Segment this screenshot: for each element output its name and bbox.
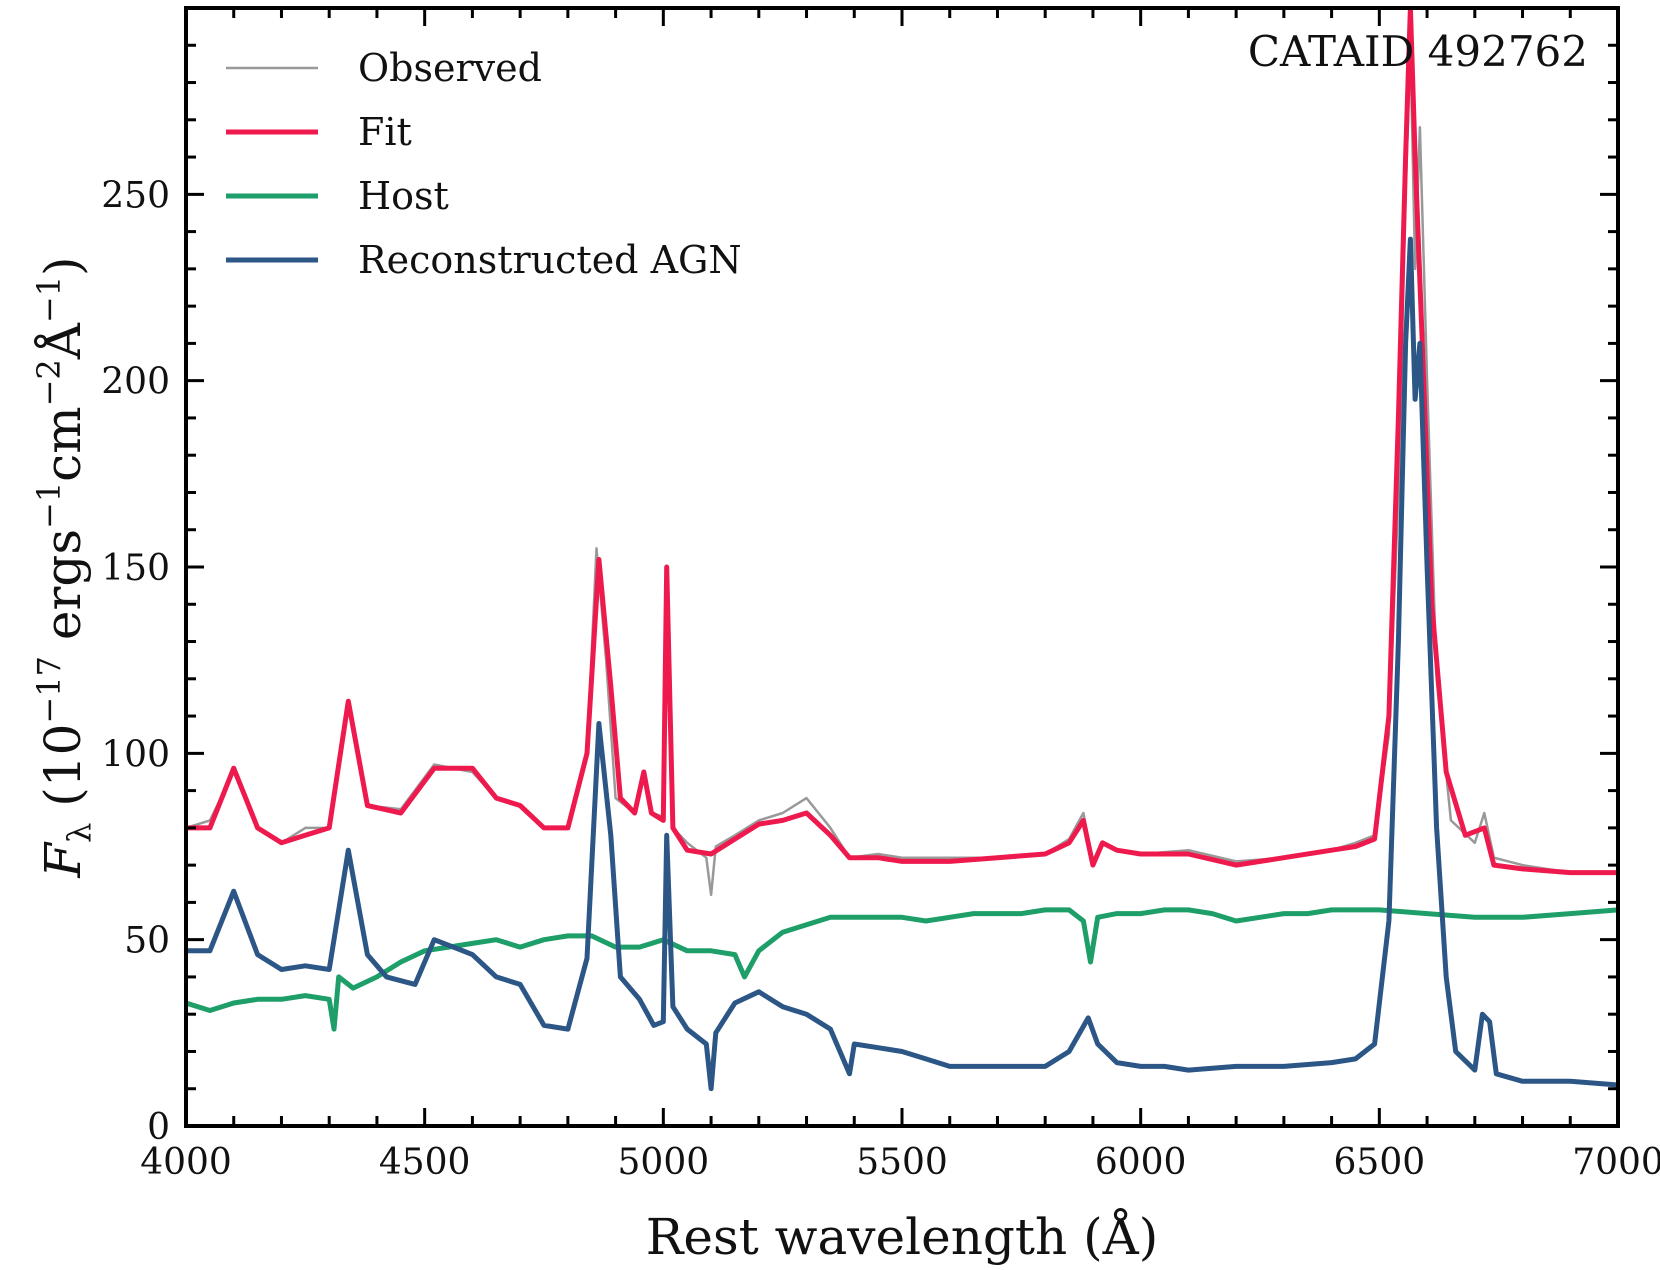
legend-label-observed: Observed [358,46,542,90]
y-axis-exp2: −1 [30,482,68,529]
y-axis-unit1: ergs [34,529,92,656]
y-axis-lead: (10 [34,724,92,823]
x-tick-label: 6000 [1095,1142,1187,1183]
series-line-reconstructed-agn [186,236,1618,1092]
x-axis-title: Rest wavelength (Å) [646,1207,1158,1266]
y-tick-label: 250 [101,175,170,216]
y-tick-label: 0 [147,1107,170,1148]
x-tick-label: 6500 [1334,1142,1426,1183]
x-tick-label: 5500 [856,1142,948,1183]
legend: Observed Fit Host Reconstructed AGN [226,46,742,282]
y-axis-trail: ) [34,256,92,276]
ticks-layer: 4000 4500 5000 5500 6000 6500 7000 0 50 100 150 200… [101,6,1660,1183]
y-tick-label: 200 [101,362,170,403]
x-tick-label: 7000 [1572,1142,1660,1183]
y-axis-exp1: −17 [30,656,68,724]
y-axis-unit2: cm [34,406,92,481]
y-axis-title: Fλ (10−17 ergs−1cm−2Å−1) [30,256,98,878]
y-axis-unit3: Å [33,322,92,360]
y-axis-exp3: −2 [30,359,68,406]
y-axis-symbol: F [34,841,92,879]
legend-label-fit: Fit [358,110,412,154]
legend-label-host: Host [358,174,449,218]
series-line-host [186,907,1618,1032]
series-layer [186,8,1618,1092]
y-tick-label: 150 [101,548,170,589]
legend-label-reconstructed-agn: Reconstructed AGN [358,238,742,282]
y-axis-exp4: −1 [30,276,68,323]
y-tick-label: 50 [124,921,170,962]
x-tick-label: 4500 [379,1142,471,1183]
series-line-fit [186,8,1618,876]
annotation-label: CATAID 492762 [1248,27,1588,76]
x-tick-label: 4000 [140,1142,232,1183]
y-axis-symbol-sub: λ [60,823,98,843]
x-tick-label: 5000 [618,1142,710,1183]
y-tick-label: 100 [101,734,170,775]
